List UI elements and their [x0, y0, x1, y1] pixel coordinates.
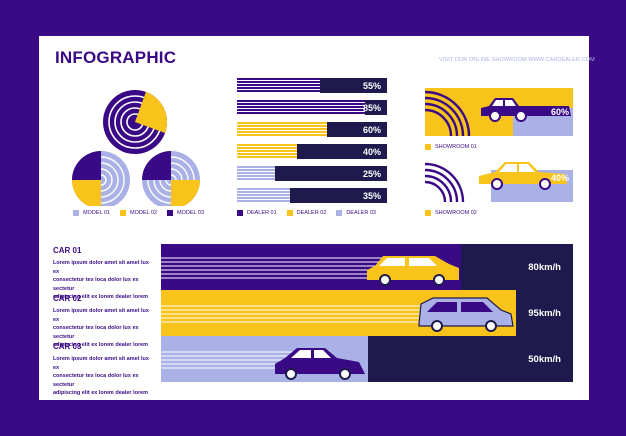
dealer-bar-2: 85% [237, 100, 387, 115]
legend-model-03: MODEL 03 [167, 210, 204, 216]
dealer-bar-value: 25% [362, 168, 381, 179]
dealer-bar-6: 35% [237, 188, 387, 203]
dealer-bar-value: 35% [362, 190, 381, 201]
car-02-info: CAR 02 Lorem ipsum dolor amet sit amet l… [53, 294, 153, 350]
car-icon [479, 162, 567, 190]
car-01-desc-line-3: adipiscing elit ex lorem dealer lorem [53, 294, 149, 300]
car-03-title: CAR 03 [53, 342, 82, 351]
car-01-desc-line-2: consectetur tex loca dolor lux ex sectet… [53, 277, 139, 292]
car-03-desc-line-2: consectetur tex loca dolor lux ex sectet… [53, 373, 139, 388]
car-03-speed-row: 50km/h [161, 336, 573, 382]
showroom-02-label: SHOWROOM 02 [425, 210, 477, 216]
dealer-bar-fill [237, 100, 365, 115]
car-02-desc-line-3: adipiscing elit ex lorem dealer lorem [53, 342, 149, 348]
car-01-info: CAR 01 Lorem ipsum dolor amet sit amet l… [53, 246, 153, 302]
legend-model-01: MODEL 01 [73, 210, 110, 216]
page-title: INFOGRAPHIC [55, 48, 177, 67]
dealer-bar-1: 55% [237, 78, 387, 93]
car-01-speed: 80km/h [528, 261, 561, 273]
car-02-desc-line-1: Lorem ipsum dolor amet sit amet lux ex [53, 308, 149, 323]
showroom-01-label: SHOWROOM 01 [425, 144, 477, 150]
legend-model-02: MODEL 02 [120, 210, 157, 216]
car-03-desc-line-3: adipiscing elit ex lorem dealer lorem [53, 390, 149, 396]
dealer-bar-4: 40% [237, 144, 387, 159]
showroom-02-graphic [425, 154, 573, 202]
dealer-legend: DEALER 01 DEALER 02 DEALER 03 [237, 210, 376, 216]
car-02-speed-graphic [161, 290, 573, 336]
car-03-speed-graphic [161, 336, 573, 382]
car-icon [275, 348, 365, 380]
pie-left [72, 151, 130, 206]
car-icon [481, 98, 571, 122]
car-02-title: CAR 02 [53, 294, 82, 303]
dealer-bar-fill [237, 78, 320, 93]
dealer-bar-3: 60% [237, 122, 387, 137]
legend-dealer-02: DEALER 02 [286, 210, 326, 216]
dealer-bar-value: 55% [362, 80, 381, 91]
legend-dealer-03: DEALER 03 [336, 210, 376, 216]
pie-top [103, 90, 167, 154]
car-02-speed-row: 95km/h [161, 290, 573, 336]
showroom-01-value: 60% [550, 107, 569, 117]
dealer-bar-fill [237, 122, 327, 137]
car-02-speed: 95km/h [528, 307, 561, 319]
dealer-bar-value: 85% [362, 102, 381, 113]
pie-right [142, 151, 200, 206]
showroom-02-panel: 40% [425, 154, 573, 202]
showroom-01-panel: 60% [425, 88, 573, 136]
infographic-card: INFOGRAPHIC VISIT OUR ONLINE SHOWROOM WW… [39, 36, 595, 400]
model-legend: MODEL 01 MODEL 02 MODEL 03 [73, 210, 204, 216]
car-01-speed-row: 80km/h [161, 244, 573, 290]
dealer-bar-fill [237, 188, 290, 203]
car-03-info: CAR 03 Lorem ipsum dolor amet sit amet l… [53, 342, 153, 398]
dealer-bar-value: 60% [362, 124, 381, 135]
car-03-speed: 50km/h [528, 353, 561, 365]
dealer-bar-fill [237, 166, 275, 181]
van-icon [418, 297, 514, 332]
car-icon [367, 256, 459, 286]
model-pie-charts [72, 90, 200, 206]
showroom-url[interactable]: VISIT OUR ONLINE SHOWROOM WWW.CARDEALER.… [439, 57, 595, 63]
car-02-desc-line-2: consectetur tex loca dolor lux ex sectet… [53, 325, 139, 340]
dealer-bar-5: 25% [237, 166, 387, 181]
car-03-desc-line-1: Lorem ipsum dolor amet sit amet lux ex [53, 356, 149, 371]
car-01-title: CAR 01 [53, 246, 82, 255]
showroom-02-value: 40% [550, 173, 569, 183]
dealer-bar-fill [237, 144, 297, 159]
car-01-speed-graphic [161, 244, 573, 290]
legend-dealer-01: DEALER 01 [237, 210, 277, 216]
showroom-01-graphic [425, 88, 573, 136]
dealer-bar-value: 40% [362, 146, 381, 157]
car-01-desc-line-1: Lorem ipsum dolor amet sit amet lux ex [53, 260, 149, 275]
